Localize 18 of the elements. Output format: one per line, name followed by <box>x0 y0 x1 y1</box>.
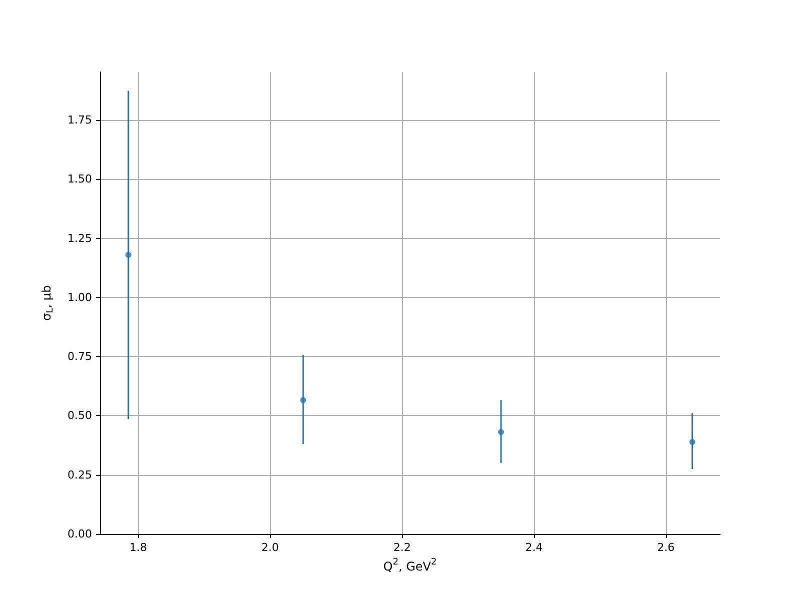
point <box>125 252 132 258</box>
x-tick-label: 2.6 <box>657 541 675 554</box>
y-tick-label: 1.50 <box>68 172 92 186</box>
y-tick-label: 0.75 <box>68 350 92 364</box>
y-axis-title: σL, μb <box>40 285 56 321</box>
x-tick-label: 2.4 <box>525 541 543 554</box>
y-tick-label: 0.25 <box>68 468 92 482</box>
y-tick-label: 1.25 <box>68 232 92 245</box>
x-tick-label: 2.2 <box>393 541 411 554</box>
y-tick-label: 0.50 <box>68 409 92 422</box>
point <box>498 429 504 436</box>
x-tick-label: 1.8 <box>130 541 148 554</box>
x-tick-label: 2.0 <box>261 541 279 554</box>
y-tick-label: 1.00 <box>68 290 92 304</box>
y-tick-label: 0.00 <box>68 528 92 540</box>
point <box>689 438 696 445</box>
point <box>300 397 306 404</box>
y-tick-label: 1.75 <box>68 114 92 127</box>
